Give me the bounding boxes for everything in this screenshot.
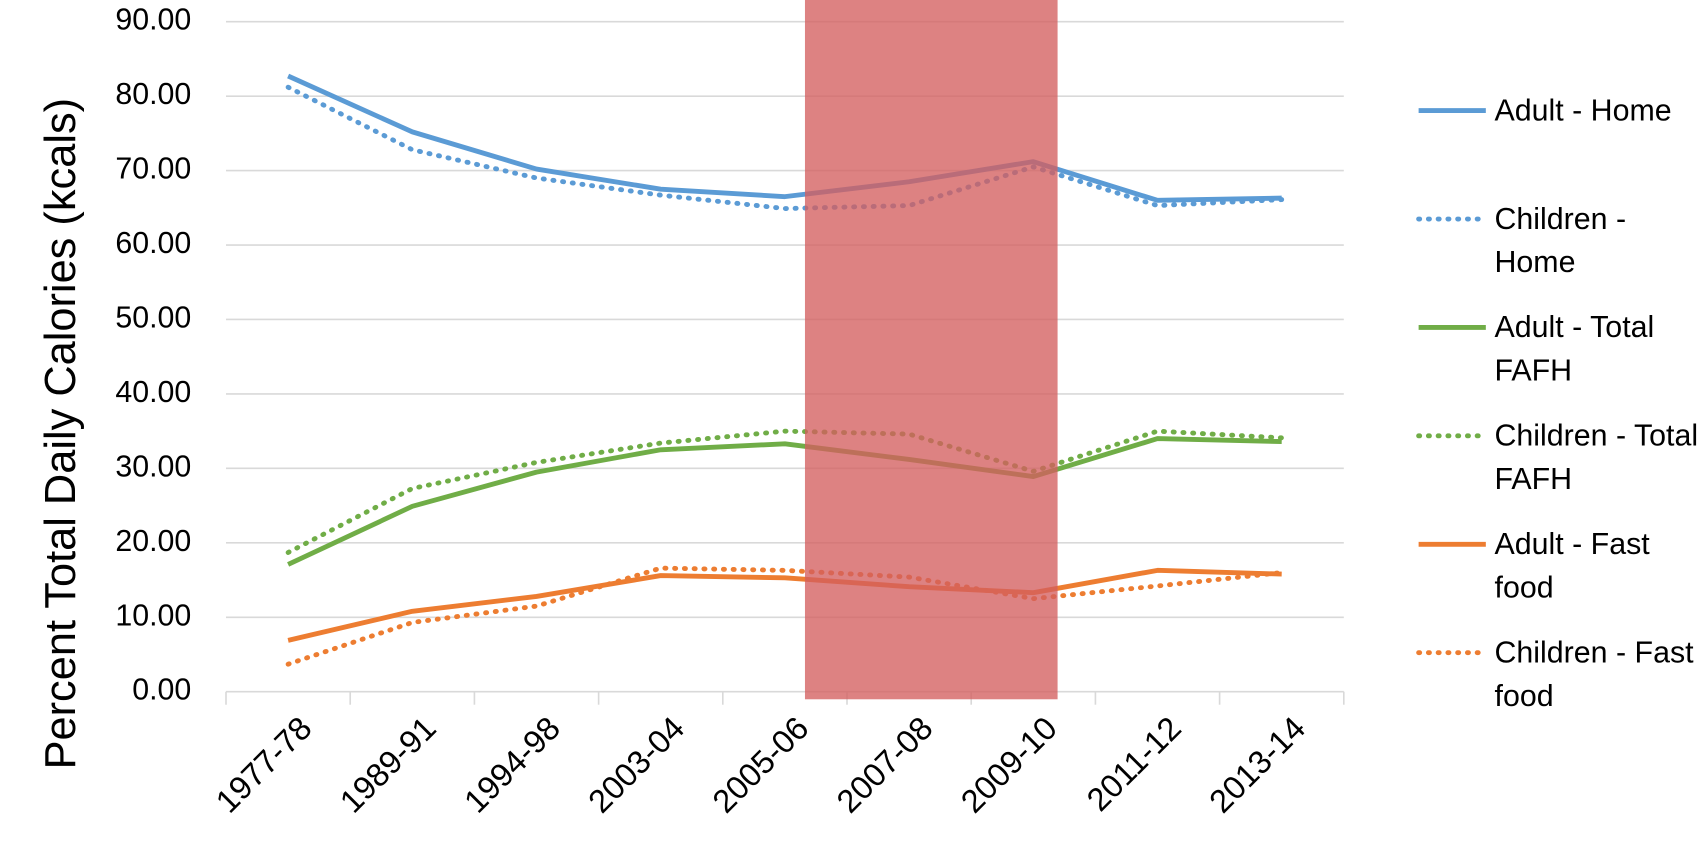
- y-tick-label: 10.00: [115, 599, 191, 632]
- y-tick-label: 80.00: [115, 78, 191, 111]
- legend-item: Children - Fast food: [1494, 635, 1694, 713]
- y-axis-label: Percent Total Daily Calories (kcals): [37, 98, 85, 770]
- y-tick-label: 90.00: [115, 4, 191, 37]
- y-tick-label: 50.00: [115, 301, 191, 334]
- legend-label: Adult - Home: [1494, 93, 1672, 127]
- legend-item: Adult - Home: [1494, 93, 1672, 127]
- legend-label: Adult - Total FAFH: [1494, 310, 1655, 388]
- y-tick-label: 70.00: [115, 153, 191, 186]
- x-tick-label: 2003-04: [581, 710, 691, 820]
- series-line: [285, 84, 1285, 211]
- legend-label: Adult - Fast food: [1494, 526, 1650, 604]
- x-tick-label: 1989-91: [333, 710, 443, 820]
- highlight-band: [804, 0, 1058, 700]
- series-line: [287, 436, 1282, 567]
- series-line: [285, 565, 1285, 667]
- y-tick-label: 0.00: [132, 674, 191, 707]
- y-tick-label: 40.00: [115, 376, 191, 409]
- legend-label: Children - Total FAFH: [1494, 418, 1699, 496]
- legend-label: Children - Home: [1494, 201, 1627, 279]
- legend-item: Adult - Fast food: [1494, 526, 1650, 604]
- series-line: [287, 73, 1282, 203]
- y-tick-label: 20.00: [115, 525, 191, 558]
- lines: [285, 73, 1285, 667]
- y-tick-label: 30.00: [115, 450, 191, 483]
- x-tick-label: 2013-14: [1202, 710, 1312, 820]
- x-tick-label: 2005-06: [706, 710, 816, 820]
- x-tick-label: 2007-08: [830, 710, 940, 820]
- x-tick-label: 1977-78: [209, 710, 319, 820]
- legend-item: Adult - Total FAFH: [1494, 310, 1655, 388]
- x-tick-label: 2011-12: [1080, 710, 1188, 818]
- x-tick-label: 2009-10: [954, 710, 1064, 820]
- legend-item: Children - Total FAFH: [1494, 418, 1699, 496]
- legend-item: Children - Home: [1494, 201, 1627, 279]
- grid: [225, 20, 1345, 705]
- series-line: [287, 567, 1282, 643]
- legend-label: Children - Fast food: [1494, 635, 1694, 713]
- x-tick-label: 1994-98: [457, 710, 567, 820]
- y-tick-label: 60.00: [115, 227, 191, 260]
- series-line: [285, 428, 1285, 555]
